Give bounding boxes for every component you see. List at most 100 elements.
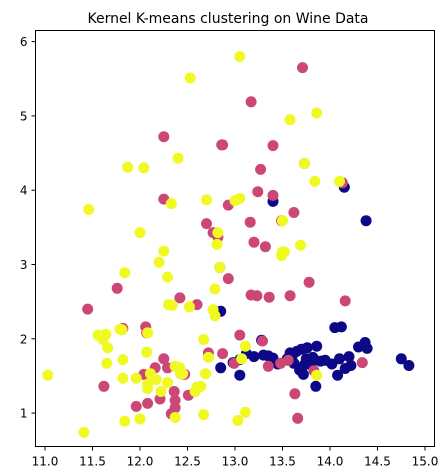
data-point xyxy=(222,273,234,285)
x-tick-label: 12.5 xyxy=(174,455,201,469)
x-tick-label: 11.5 xyxy=(79,455,106,469)
data-point xyxy=(117,372,129,384)
data-point xyxy=(174,292,186,304)
data-points xyxy=(42,51,415,438)
data-point xyxy=(288,207,300,218)
data-point xyxy=(262,360,274,372)
data-point xyxy=(217,348,229,360)
data-point xyxy=(130,400,142,412)
data-point xyxy=(78,426,90,438)
x-tick-label: 13.5 xyxy=(269,455,296,469)
data-point xyxy=(234,329,246,341)
data-point xyxy=(122,161,134,173)
data-point xyxy=(239,406,251,418)
data-point xyxy=(356,357,368,369)
data-point xyxy=(201,218,212,230)
data-point xyxy=(158,353,170,365)
data-point xyxy=(311,340,323,352)
data-point xyxy=(184,72,196,84)
data-point xyxy=(158,131,170,143)
data-point xyxy=(202,351,214,363)
data-point xyxy=(236,353,248,365)
data-point xyxy=(102,342,114,354)
data-point xyxy=(119,415,131,427)
data-point xyxy=(297,62,308,74)
data-point xyxy=(101,357,113,369)
y-tick-label: 1 xyxy=(20,407,28,421)
data-point xyxy=(248,351,260,363)
y-tick-label: 5 xyxy=(20,109,28,123)
data-point xyxy=(142,327,154,339)
data-point xyxy=(298,158,310,169)
data-point xyxy=(311,369,323,381)
data-point xyxy=(343,351,355,363)
data-point xyxy=(248,236,260,248)
data-point xyxy=(215,362,227,374)
data-point xyxy=(211,238,223,250)
data-point xyxy=(153,256,165,268)
data-point xyxy=(155,386,167,397)
data-point xyxy=(198,334,210,345)
data-point xyxy=(117,354,129,366)
y-tick-label: 6 xyxy=(20,35,28,49)
data-point xyxy=(119,267,131,279)
data-point xyxy=(292,412,304,424)
data-point xyxy=(169,402,181,414)
data-point xyxy=(209,283,221,295)
x-tick-label: 13.0 xyxy=(222,455,249,469)
data-point xyxy=(245,96,257,108)
data-point xyxy=(334,353,345,365)
data-point xyxy=(172,152,184,164)
data-point xyxy=(361,342,373,354)
data-point xyxy=(168,386,180,397)
data-point xyxy=(212,227,224,239)
data-point xyxy=(284,114,296,126)
data-point xyxy=(309,175,321,187)
data-point xyxy=(263,291,275,303)
data-point xyxy=(162,377,173,389)
data-point xyxy=(267,189,279,201)
data-point xyxy=(177,368,189,380)
y-tick-label: 3 xyxy=(20,258,28,272)
data-point xyxy=(267,140,279,152)
data-point xyxy=(252,186,264,198)
y-tick-label: 2 xyxy=(20,332,28,346)
data-point xyxy=(239,340,251,352)
data-point xyxy=(111,282,123,294)
data-point xyxy=(345,360,357,371)
data-point xyxy=(100,328,112,340)
data-point xyxy=(301,342,313,354)
data-point xyxy=(334,175,345,187)
data-point xyxy=(310,380,322,392)
data-point xyxy=(282,354,294,366)
data-point xyxy=(255,163,267,175)
data-point xyxy=(116,324,128,336)
data-point xyxy=(294,364,306,376)
y-tick-label: 4 xyxy=(20,184,28,198)
data-point xyxy=(198,409,210,421)
data-point xyxy=(257,335,268,347)
data-point xyxy=(311,107,323,119)
data-point xyxy=(195,380,207,392)
data-point xyxy=(42,369,54,381)
x-tick-label: 11.0 xyxy=(32,455,59,469)
data-point xyxy=(277,215,288,227)
data-point xyxy=(134,227,146,239)
chart-title: Kernel K-means clustering on Wine Data xyxy=(87,11,368,27)
data-point xyxy=(83,204,95,215)
data-point xyxy=(232,415,244,426)
data-point xyxy=(166,299,178,311)
data-point xyxy=(162,271,173,283)
data-point xyxy=(201,194,212,206)
data-point xyxy=(244,216,256,228)
data-point xyxy=(200,368,211,380)
data-point xyxy=(284,290,296,302)
y-axis-ticks: 1 2 3 4 5 6 xyxy=(20,35,36,421)
data-point xyxy=(332,369,344,381)
data-point xyxy=(141,346,153,358)
data-point xyxy=(303,276,315,288)
data-point xyxy=(165,198,177,210)
x-tick-label: 14.5 xyxy=(364,455,391,469)
data-point xyxy=(234,192,246,204)
